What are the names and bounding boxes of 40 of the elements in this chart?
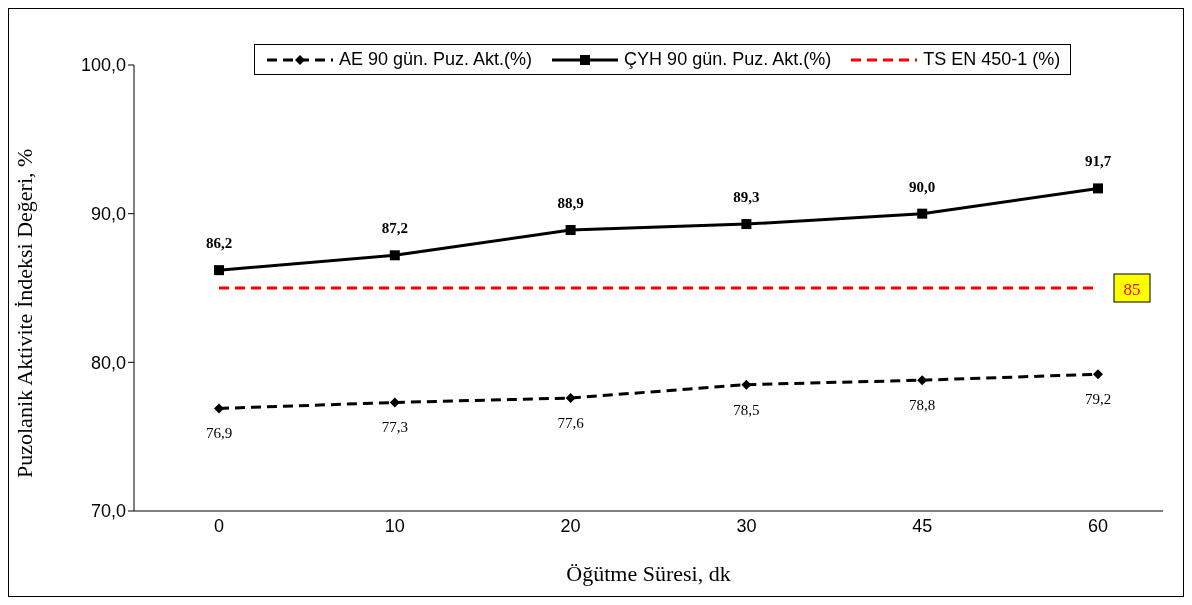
point [917,375,928,386]
x-tick-label: 0 [213,515,225,536]
legend-label: TS EN 450-1 (%) [923,49,1061,70]
legend-label: ÇYH 90 gün. Puz. Akt.(%) [624,49,832,70]
point [214,265,224,276]
y-tick-label: 90,0 [90,204,126,225]
point [917,208,928,219]
point [1093,369,1103,380]
data-label: 91,7 [1084,153,1112,170]
data-label: 86,2 [205,235,233,252]
data-label: 90,0 [909,178,936,195]
data-label: 85 [1123,280,1141,299]
data-label: 78,5 [733,401,760,418]
y-tick-label: 100,0 [80,55,126,76]
data-label: 78,8 [909,397,936,414]
data-label: 89,3 [733,189,760,206]
x-tick-label: 30 [736,515,757,536]
data-label: 88,9 [557,195,584,212]
point [1093,183,1103,194]
x-tick-label: 45 [912,515,933,536]
data-label: 87,2 [381,220,408,237]
y-tick-label: 70,0 [90,501,126,522]
legend-label: AE 90 gün. Puz. Akt.(%) [339,49,533,70]
data-label: 77,3 [381,419,408,436]
point [214,403,224,414]
data-label: 79,2 [1084,391,1112,408]
point [565,393,576,404]
x-tick-label: 20 [560,515,581,536]
point [389,250,400,261]
point [389,397,400,408]
y-tick-label: 80,0 [90,352,126,373]
point [565,225,576,236]
x-axis-title: Öğütme Süresi, dk [566,561,731,586]
x-tick-label: 60 [1087,515,1109,536]
point [741,379,752,390]
y-axis-title: Puzolanik Aktivite İndeksi Değeri, % [11,148,37,478]
x-tick-label: 10 [384,515,405,536]
data-label: 76,9 [205,425,233,442]
data-label: 77,6 [557,415,585,432]
point [741,219,752,230]
